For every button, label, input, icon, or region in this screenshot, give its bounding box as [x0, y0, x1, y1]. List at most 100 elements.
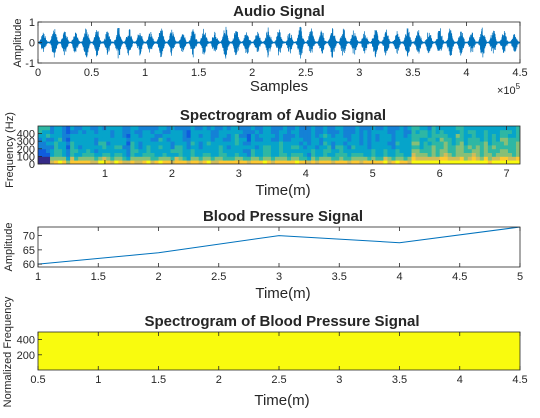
spectrogram-cell: [50, 141, 55, 146]
spectrogram-cell: [202, 141, 208, 146]
spectrogram-cell: [266, 156, 272, 161]
spectrogram-cell: [62, 133, 67, 138]
spectrogram-cell: [130, 137, 135, 142]
spectrogram-cell: [475, 126, 481, 131]
spectrogram-cell: [134, 156, 139, 161]
spectrogram-cell: [323, 152, 328, 157]
spectrogram-cell: [399, 141, 404, 146]
spectrogram-cell: [246, 152, 252, 157]
spectrogram-cell: [202, 160, 208, 164]
spectrogram-cell: [487, 156, 493, 161]
spectrogram-cell: [54, 133, 59, 138]
spectrogram-cell: [511, 148, 517, 153]
spectrogram-cell: [250, 133, 256, 138]
spectrogram-cell: [503, 152, 509, 157]
spectrogram-cell: [206, 133, 212, 138]
spectrogram-cell: [287, 152, 292, 157]
spectrogram-cell: [287, 160, 292, 164]
spectrogram-cell: [283, 126, 288, 131]
spectrogram-cell: [142, 160, 147, 164]
spectrogram-cell: [463, 145, 469, 150]
spectrogram-cell: [459, 141, 465, 146]
spectrogram-cell: [54, 141, 59, 146]
spectrogram-cell: [383, 126, 388, 131]
spectrogram-cell: [134, 148, 139, 153]
spectrogram-cell: [423, 137, 429, 142]
spectrogram-cell: [274, 133, 280, 138]
spectrogram-cell: [242, 145, 248, 150]
spectrogram-cell: [515, 152, 520, 157]
spectrogram-cell: [234, 129, 240, 134]
spectrogram-cell: [399, 152, 404, 157]
spectrogram-cell: [50, 126, 55, 131]
spectrogram-cell: [102, 152, 107, 157]
spectrogram-cell: [114, 145, 119, 150]
spectrogram-cell: [146, 129, 151, 134]
spectrogram-cell: [387, 126, 392, 131]
spectrogram-cell: [178, 137, 183, 142]
spectrogram-cell: [210, 126, 216, 131]
spectrogram-cell: [279, 133, 284, 138]
spectrogram-cell: [387, 145, 392, 150]
spectrogram-cell: [226, 156, 232, 161]
spectrogram-cell: [122, 156, 127, 161]
spectrogram-cell: [299, 137, 304, 142]
spectrogram-cell: [46, 152, 51, 157]
spectrogram-cell: [110, 156, 115, 161]
spectrogram-cell: [419, 141, 424, 146]
spectrogram-cell: [335, 156, 340, 161]
spectrogram-cell: [471, 160, 477, 164]
spectrogram-cell: [283, 148, 288, 153]
spectrogram-cell: [126, 141, 131, 146]
spectrogram-cell: [262, 133, 268, 138]
spectrogram-cell: [94, 141, 99, 146]
spectrogram-cell: [222, 145, 228, 150]
spectrogram-cell: [158, 141, 163, 146]
spectrogram-cell: [58, 156, 63, 161]
spectrogram-cell: [475, 133, 481, 138]
spectrogram-cell: [395, 160, 400, 164]
audio-spectrogram-axes: [37, 125, 521, 165]
spectrogram-cell: [283, 160, 288, 164]
spectrogram-cell: [170, 145, 175, 150]
spectrogram-cell: [307, 141, 312, 146]
spectrogram-cell: [114, 156, 119, 161]
spectrogram-cell: [94, 129, 99, 134]
spectrogram-cell: [503, 156, 509, 161]
spectrogram-cell: [146, 145, 151, 150]
spectrogram-cell: [110, 141, 115, 146]
spectrogram-cell: [427, 156, 433, 161]
spectrogram-cell: [335, 152, 340, 157]
spectrogram-cell: [62, 156, 67, 161]
audio-spectrogram-x-tick-label: 5: [370, 168, 376, 180]
spectrogram-cell: [439, 160, 445, 164]
audio-spectrogram-y-tick-label: 200: [17, 144, 35, 156]
spectrogram-cell: [359, 141, 364, 146]
blood-pressure-title: Blood Pressure Signal: [203, 208, 363, 225]
spectrogram-cell: [126, 126, 131, 131]
spectrogram-cell: [46, 156, 51, 161]
spectrogram-cell: [335, 133, 340, 138]
spectrogram-cell: [178, 141, 183, 146]
audio-signal-x-tick-label: 3: [356, 67, 362, 79]
spectrogram-cell: [242, 126, 248, 131]
spectrogram-cell: [363, 129, 368, 134]
spectrogram-cell: [142, 152, 147, 157]
spectrogram-cell: [467, 152, 473, 157]
spectrogram-cell: [190, 126, 196, 131]
spectrogram-cell: [162, 133, 167, 138]
audio-signal-y-tick-label: 0: [29, 38, 35, 50]
spectrogram-cell: [343, 126, 348, 131]
spectrogram-cell: [319, 126, 324, 131]
spectrogram-cell: [327, 129, 332, 134]
spectrogram-cell: [262, 152, 268, 157]
spectrogram-cell: [479, 129, 485, 134]
spectrogram-cell: [491, 156, 497, 161]
spectrogram-cell: [254, 152, 260, 157]
spectrogram-cell: [419, 129, 424, 134]
spectrogram-cell: [166, 126, 171, 131]
audio-signal-y-tick-label: -1: [25, 58, 35, 70]
spectrogram-cell: [295, 137, 300, 142]
spectrogram-cell: [435, 156, 441, 161]
bp-spectrogram-fill: [38, 332, 520, 370]
